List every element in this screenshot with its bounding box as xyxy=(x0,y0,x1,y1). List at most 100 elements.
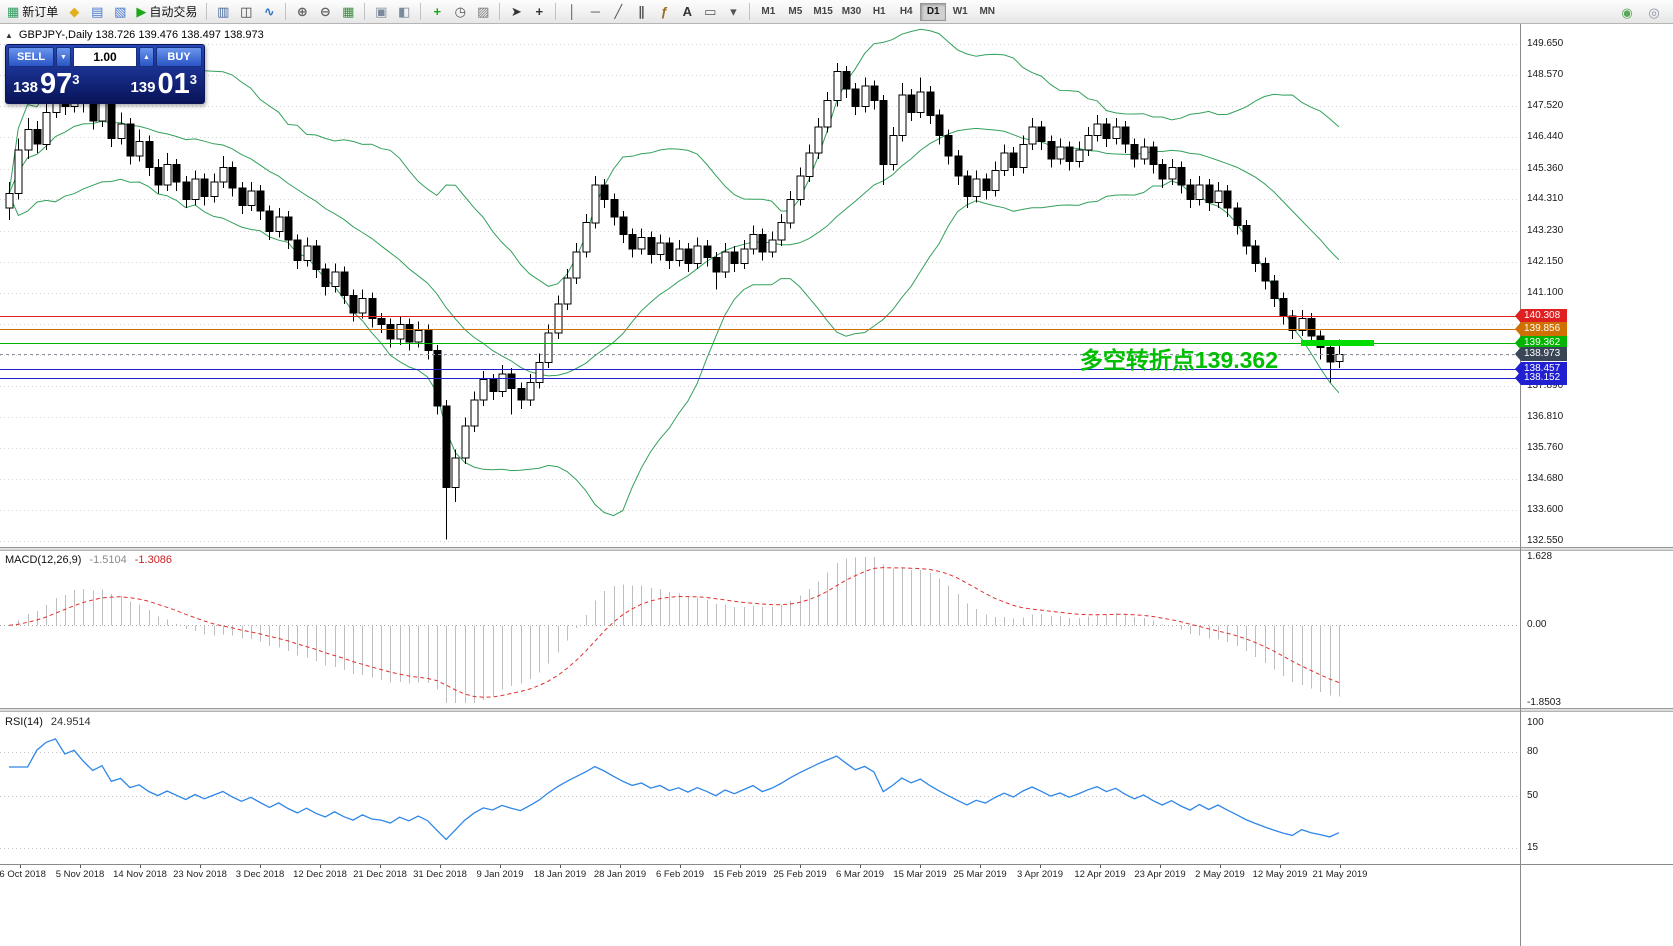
timeframe-m1[interactable]: M1 xyxy=(761,6,776,17)
templates-button[interactable]: ▨ xyxy=(472,2,494,22)
volume-input[interactable] xyxy=(73,47,137,67)
timeframe-d1[interactable]: D1 xyxy=(920,2,947,21)
zoom-out-button[interactable]: ⊖ xyxy=(314,2,336,22)
toolbar: ▦ 新订单 ◆ ▤ ▧ ▶ 自动交易 ▥ ◫ ∿ ⊕ ⊖ ▦ ▣ ◧ + ◷ ▨ ➤ + │ ─ ╱ ∥ ƒ A ▭ ▾ M1 M5 M15… xyxy=(0,0,1673,24)
date-tick xyxy=(920,865,921,868)
indicators-button[interactable]: + xyxy=(426,2,448,22)
grid-lines xyxy=(0,44,1520,542)
panel-separator[interactable] xyxy=(0,547,1673,551)
timeframe-h4[interactable]: H4 xyxy=(899,6,913,17)
chart-bars-button[interactable]: ▥ xyxy=(212,2,234,22)
scale-label: 50 xyxy=(1527,790,1539,802)
panel-separator[interactable] xyxy=(0,708,1673,712)
autotrading-button-label: 自动交易 xyxy=(149,5,198,19)
scale-label: 137.890 xyxy=(1527,379,1564,391)
time-axis[interactable]: 26 Oct 2018 5 Nov 2018 14 Nov 2018 23 Nov 2… xyxy=(0,865,1520,885)
grid-toggle-button[interactable]: ▦ xyxy=(337,2,359,22)
date-label: 3 Dec 2018 xyxy=(235,869,285,880)
fibonacci-button[interactable]: ƒ xyxy=(653,2,675,22)
text-button[interactable]: A xyxy=(676,2,698,22)
collapse-trade-panel-icon[interactable]: ▲ xyxy=(5,30,13,40)
date-label: 25 Mar 2019 xyxy=(953,869,1007,880)
date-label: 3 Apr 2019 xyxy=(1017,869,1063,880)
horizontal-line-button[interactable]: ─ xyxy=(584,2,606,22)
cascade-windows-button[interactable]: ◧ xyxy=(393,2,415,22)
candles xyxy=(5,62,1344,540)
price-marker-arrow xyxy=(1515,362,1521,377)
macd-panel[interactable] xyxy=(0,551,1520,709)
scale-label: 133.600 xyxy=(1527,504,1564,516)
sell-price-point: 3 xyxy=(72,72,80,87)
scale-label: 0.00 xyxy=(1527,619,1547,631)
date-tick xyxy=(560,865,561,868)
trade-prices-row: 138 97 3 139 01 3 xyxy=(6,69,204,103)
chart-candles-button[interactable]: ◫ xyxy=(235,2,257,22)
date-label: 28 Jan 2019 xyxy=(593,869,647,880)
tile-windows-button[interactable]: ▣ xyxy=(370,2,392,22)
price-marker: 138.152 xyxy=(1515,371,1567,386)
trendline-button[interactable]: ╱ xyxy=(607,2,629,22)
autotrading-button[interactable]: ▶ 自动交易 xyxy=(132,2,201,22)
rsi-line xyxy=(9,738,1340,841)
label-icon: ▭ xyxy=(704,4,717,19)
periods-button[interactable]: ◷ xyxy=(449,2,471,22)
sell-price-whole: 138 xyxy=(13,79,39,96)
channel-button[interactable]: ∥ xyxy=(630,2,652,22)
date-label: 6 Feb 2019 xyxy=(655,869,705,880)
rsi-label-row: RSI(14) 24.9514 xyxy=(5,716,91,728)
sell-button[interactable]: SELL xyxy=(8,47,54,67)
new-order-button[interactable]: ▦ 新订单 xyxy=(3,2,62,22)
buy-button[interactable]: BUY xyxy=(156,47,202,67)
date-tick xyxy=(1280,865,1281,868)
chart-line-button[interactable]: ∿ xyxy=(258,2,280,22)
timeframe-h1[interactable]: H1 xyxy=(872,6,886,17)
highlight-segment[interactable] xyxy=(1301,340,1374,346)
rsi-panel[interactable] xyxy=(0,712,1520,864)
date-label: 21 Dec 2018 xyxy=(353,869,407,880)
zoom-in-button[interactable]: ⊕ xyxy=(291,2,313,22)
community-icon[interactable]: ◉ xyxy=(1616,2,1638,22)
macd-value-signal: -1.3086 xyxy=(134,554,173,566)
timeframe-mn[interactable]: MN xyxy=(979,6,996,17)
market-watch-button[interactable]: ▤ xyxy=(86,2,108,22)
main-chart[interactable] xyxy=(0,24,1520,548)
symbol-ohlc-text: GBPJPY-,Daily 138.726 139.476 138.497 13… xyxy=(18,29,264,41)
navigator-button[interactable]: ▧ xyxy=(109,2,131,22)
macd-label-row: MACD(12,26,9) -1.5104 -1.3086 xyxy=(5,554,172,566)
date-tick xyxy=(1340,865,1341,868)
time-axis-line xyxy=(0,864,1673,865)
timeframe-m30[interactable]: M30 xyxy=(841,6,862,17)
rsi-value: 24.9514 xyxy=(50,716,91,728)
date-tick xyxy=(860,865,861,868)
timeframe-m15[interactable]: M15 xyxy=(813,6,833,17)
metaeditor-button[interactable]: ◆ xyxy=(63,2,85,22)
vertical-line-button[interactable]: │ xyxy=(561,2,583,22)
zoom-in-icon: ⊕ xyxy=(296,4,308,19)
timeframe-w1[interactable]: W1 xyxy=(952,6,968,17)
cursor-button[interactable]: ➤ xyxy=(505,2,527,22)
crosshair-button[interactable]: + xyxy=(528,2,550,22)
crosshair-icon: + xyxy=(535,4,544,19)
toolbar-separator xyxy=(420,3,422,20)
volume-increase-button[interactable]: ▲ xyxy=(139,47,154,67)
sell-price[interactable]: 138 97 3 xyxy=(13,70,80,99)
search-icon[interactable]: ◎ xyxy=(1643,2,1665,22)
buy-price[interactable]: 139 01 3 xyxy=(130,70,197,99)
symbol-info-line: ▲ GBPJPY-,Daily 138.726 139.476 138.497 … xyxy=(5,29,264,41)
scale-label: 134.680 xyxy=(1527,473,1564,485)
shapes-button[interactable]: ▾ xyxy=(722,2,744,22)
date-label: 31 Dec 2018 xyxy=(413,869,467,880)
scale-label: 132.550 xyxy=(1527,535,1564,546)
zoom-out-icon: ⊖ xyxy=(319,4,331,19)
date-tick xyxy=(1220,865,1221,868)
date-tick xyxy=(320,865,321,868)
price-marker-value: 138.152 xyxy=(1521,371,1567,386)
date-tick xyxy=(140,865,141,868)
scale-label: 142.150 xyxy=(1527,255,1564,267)
volume-decrease-button[interactable]: ▼ xyxy=(56,47,71,67)
timeframe-m5[interactable]: M5 xyxy=(788,6,803,17)
date-tick xyxy=(80,865,81,868)
price-scale[interactable]: 149.650 148.570 147.520 146.440 145.360 144.3… xyxy=(1515,24,1672,946)
label-button[interactable]: ▭ xyxy=(699,2,721,22)
pivot-annotation[interactable]: 多空转折点139.362 xyxy=(1079,347,1278,373)
